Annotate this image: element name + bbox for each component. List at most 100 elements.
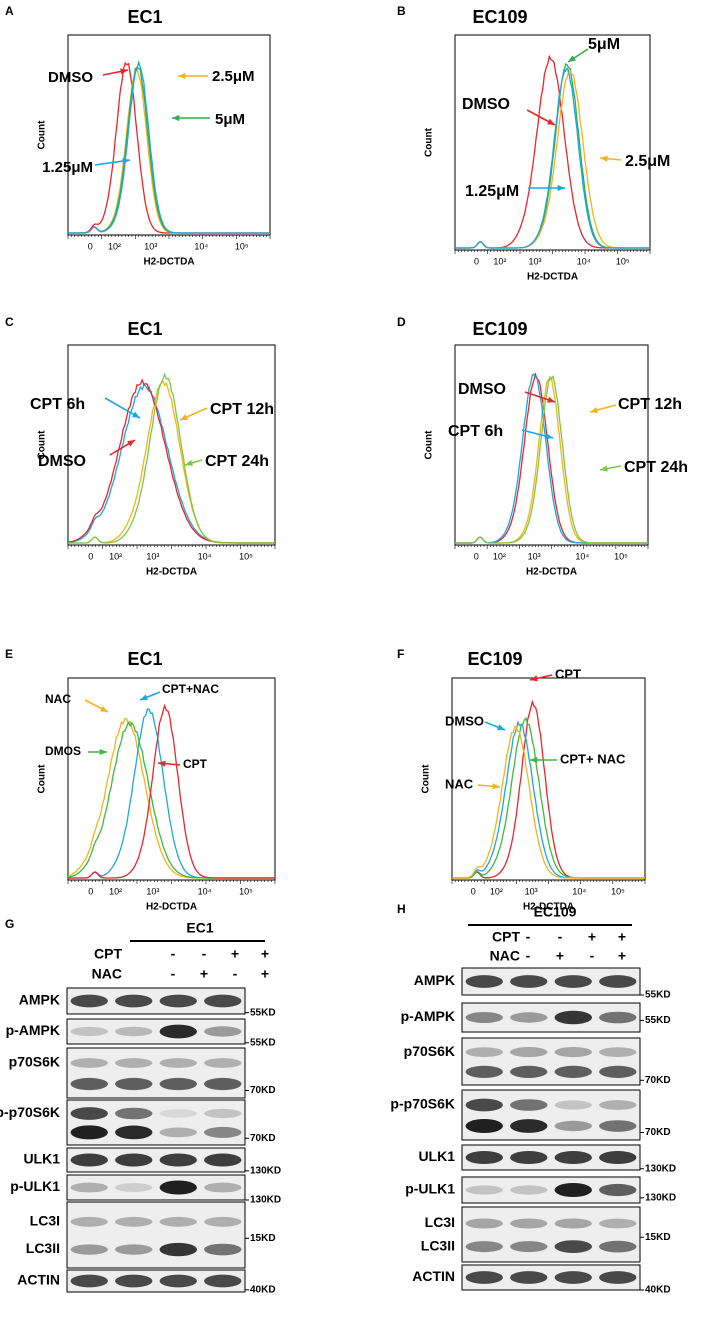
annotation: NAC — [45, 692, 71, 706]
protein-label: AMPK — [414, 972, 455, 988]
treatment-sign: - — [202, 946, 207, 962]
arrow-head — [158, 760, 166, 767]
band — [554, 975, 592, 988]
treatment-sign: - — [590, 948, 595, 964]
band — [554, 1240, 592, 1253]
arrow-head — [127, 440, 135, 447]
band — [465, 1185, 503, 1195]
plot-frame — [67, 344, 276, 546]
band — [510, 1012, 548, 1023]
histogram-curve — [67, 720, 275, 879]
band — [599, 1183, 637, 1197]
panel-letter: E — [5, 647, 13, 661]
kd-marker: 40KD — [645, 1285, 671, 1296]
treatment-label: CPT — [492, 929, 520, 945]
band — [465, 1098, 503, 1112]
histogram-curve — [68, 65, 270, 234]
histogram-curve — [67, 717, 275, 879]
treatment-sign: + — [588, 929, 596, 945]
x-tick-label: 10² — [108, 241, 121, 251]
kd-marker: 55KD — [645, 1015, 671, 1026]
x-tick-label: 0 — [471, 886, 476, 896]
band — [115, 1244, 153, 1255]
blot-title: EC109 — [534, 904, 577, 920]
band — [204, 1274, 242, 1288]
annotation: DMSO — [445, 713, 484, 728]
treatment-sign: + — [618, 948, 626, 964]
plot-frame — [454, 344, 649, 546]
blot-box — [66, 1269, 246, 1293]
band — [510, 1119, 548, 1133]
kd-marker: 70KD — [250, 1133, 276, 1144]
annotation: CPT — [183, 757, 208, 771]
arrow-head — [99, 748, 107, 756]
protein-label: LC3I — [425, 1214, 455, 1230]
band — [465, 1119, 503, 1133]
protein-label: ULK1 — [418, 1148, 455, 1164]
x-tick-label: 10² — [493, 551, 506, 561]
band — [204, 994, 242, 1008]
histogram-curve — [68, 61, 270, 234]
histogram-curve — [452, 720, 645, 879]
band — [204, 1108, 242, 1119]
arrow-head — [100, 705, 108, 712]
annotation: CPT 6h — [30, 396, 85, 413]
band — [159, 1274, 197, 1288]
panel-letter: G — [5, 917, 14, 931]
x-tick-label: 10³ — [525, 886, 538, 896]
annotation: 2.5μM — [212, 68, 255, 85]
kd-marker: 70KD — [645, 1075, 671, 1086]
x-tick-label: 10² — [490, 886, 503, 896]
band — [599, 1100, 637, 1110]
x-tick-label: 10⁵ — [239, 886, 253, 896]
protein-label: p-ULK1 — [10, 1178, 60, 1194]
protein-label: AMPK — [19, 992, 60, 1008]
protein-label: ACTIN — [17, 1272, 60, 1288]
band — [204, 1243, 242, 1256]
band — [554, 1183, 592, 1197]
treatment-label: NAC — [92, 966, 122, 982]
protein-label: LC3I — [30, 1213, 60, 1229]
histogram-curve — [455, 66, 650, 249]
band — [70, 1244, 108, 1255]
x-tick-label: 0 — [88, 551, 93, 561]
x-axis-label: H2-DCTDA — [143, 257, 194, 268]
x-axis-label: H2-DCTDA — [526, 567, 577, 578]
band — [115, 1026, 153, 1037]
annotation: DMSO — [48, 69, 93, 86]
annotation: 2.5μM — [625, 153, 670, 170]
annotation: CPT 12h — [210, 401, 274, 418]
band — [115, 1183, 153, 1192]
arrow-head — [547, 396, 555, 403]
panel-letter: F — [397, 647, 404, 661]
band — [599, 1218, 637, 1229]
treatment-sign: - — [526, 948, 531, 964]
band — [204, 1058, 242, 1068]
panel-title: EC1 — [127, 319, 162, 339]
blot-box — [66, 1047, 246, 1099]
x-tick-label: 10⁵ — [614, 551, 628, 561]
panel-letter: H — [397, 902, 406, 916]
annotation: 5μM — [588, 36, 620, 53]
band — [554, 1150, 592, 1165]
histogram-curve — [68, 708, 275, 879]
arrow-head — [568, 55, 576, 62]
x-tick-label: 10² — [493, 256, 506, 266]
histogram-curve — [68, 66, 270, 234]
treatment-sign: + — [261, 946, 269, 962]
treatment-sign: - — [171, 966, 176, 982]
panel-letter: D — [397, 315, 406, 329]
band — [70, 1274, 108, 1288]
x-tick-label: 10² — [109, 551, 122, 561]
protein-label: p-AMPK — [6, 1022, 60, 1038]
band — [465, 1218, 503, 1229]
band — [554, 1010, 592, 1025]
histogram-curve — [452, 716, 645, 879]
plot-frame — [67, 677, 276, 881]
band — [159, 1058, 197, 1068]
band — [510, 975, 548, 988]
x-axis-label: H2-DCTDA — [146, 902, 197, 913]
x-tick-label: 10³ — [528, 256, 541, 266]
x-axis-label: H2-DCTDA — [523, 902, 574, 913]
